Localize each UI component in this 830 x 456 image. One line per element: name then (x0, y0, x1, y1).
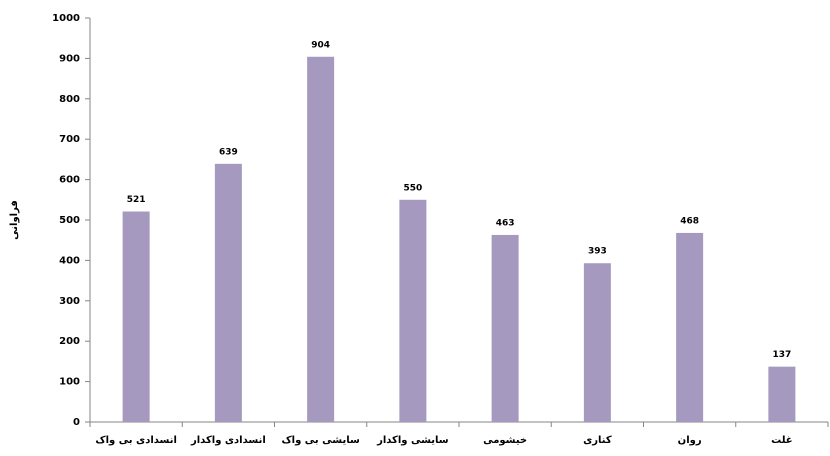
x-tick-label: انسدادی بی واک (95, 435, 177, 446)
data-label: 904 (311, 40, 330, 50)
bar (399, 199, 427, 422)
y-tick-label: 500 (59, 215, 80, 226)
data-label: 463 (496, 218, 515, 228)
x-tick-label: انسدادی واکدار (190, 435, 266, 446)
y-tick-label: 600 (59, 175, 80, 186)
bar (214, 163, 242, 422)
x-tick-label: سایشی واکدار (376, 435, 449, 446)
data-label: 639 (219, 147, 238, 157)
data-label: 468 (680, 216, 699, 226)
bar (307, 56, 335, 423)
y-tick-label: 300 (59, 296, 80, 307)
y-axis-label: فراوانی (9, 200, 20, 240)
bar (491, 234, 519, 422)
y-tick-label: 700 (59, 134, 80, 145)
y-tick-label: 900 (59, 53, 80, 64)
bar (583, 263, 611, 422)
y-tick-label: 1000 (52, 13, 80, 24)
y-tick-label: 200 (59, 336, 80, 347)
y-tick-label: 100 (59, 377, 80, 388)
data-label: 137 (772, 350, 791, 360)
x-tick-label: غلت (771, 435, 793, 446)
data-label: 393 (588, 247, 607, 257)
y-tick-label: 0 (73, 417, 80, 428)
y-tick-label: 400 (59, 255, 80, 266)
x-tick-label: روان (678, 435, 702, 446)
bar (122, 211, 150, 422)
y-tick-label: 800 (59, 94, 80, 105)
data-label: 521 (127, 195, 146, 205)
x-tick-label: خیشومی (483, 435, 527, 446)
x-tick-label: سایشی بی واک (281, 435, 360, 446)
data-label: 550 (403, 183, 422, 193)
bar (676, 232, 704, 422)
bar (768, 366, 796, 422)
x-tick-label: کناری (583, 435, 612, 446)
